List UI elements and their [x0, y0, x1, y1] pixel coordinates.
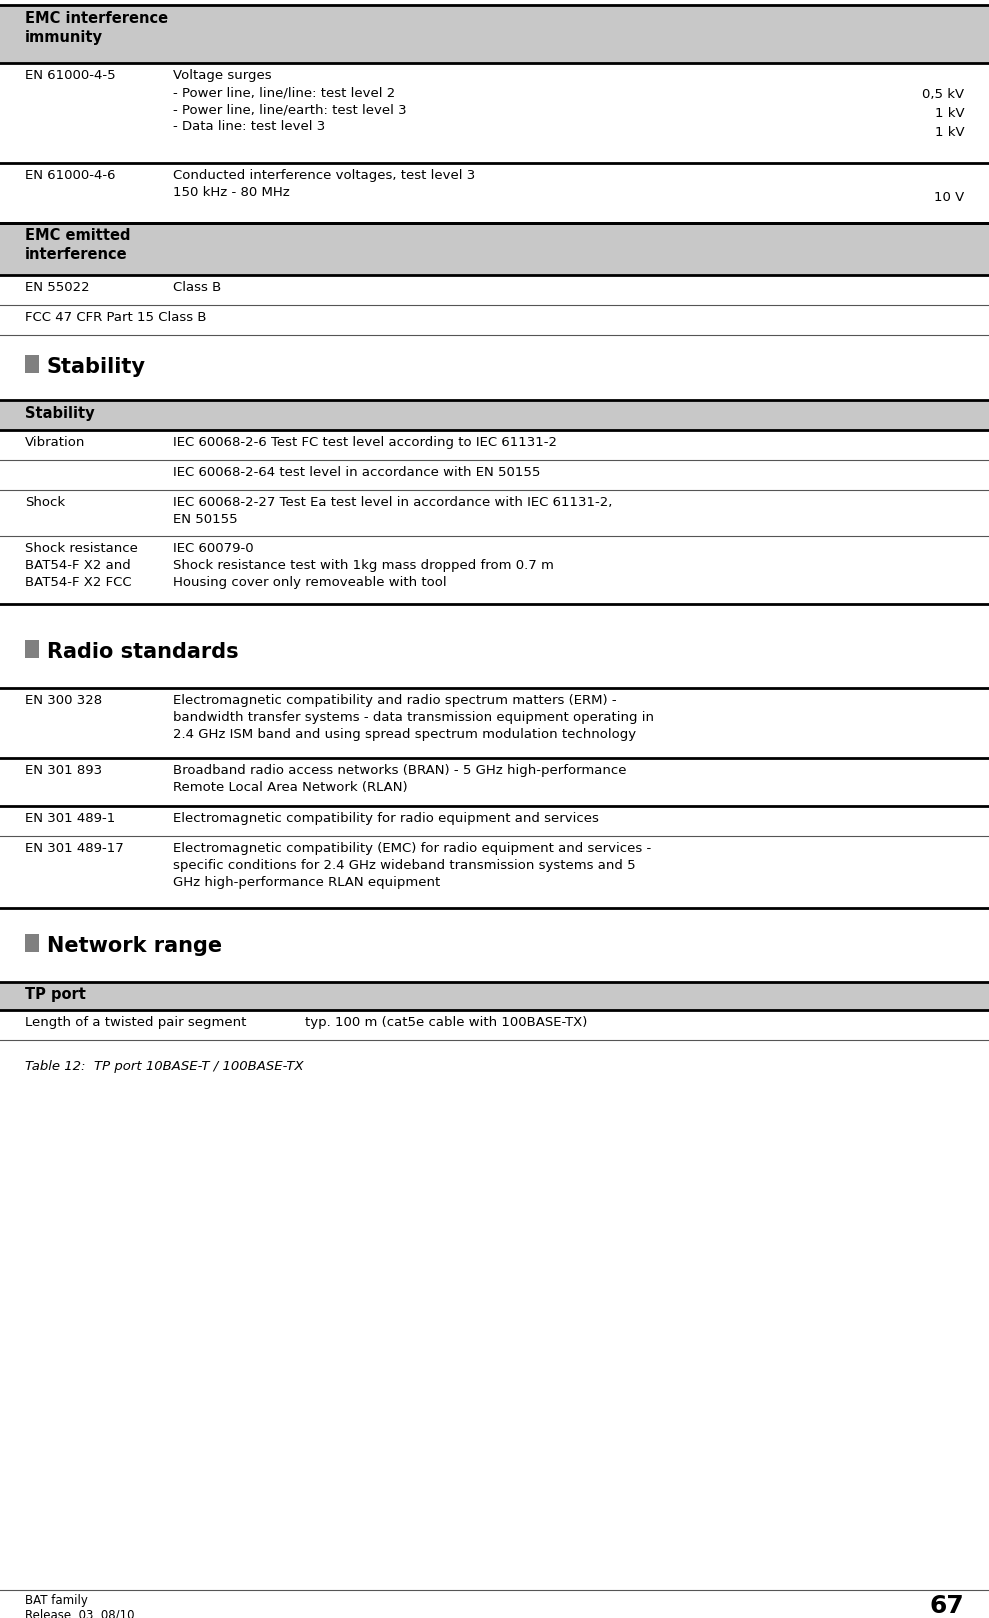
Text: Electromagnetic compatibility for radio equipment and services: Electromagnetic compatibility for radio …: [173, 812, 599, 825]
Text: IEC 60068-2-27 Test Ea test level in accordance with IEC 61131-2,
EN 50155: IEC 60068-2-27 Test Ea test level in acc…: [173, 497, 612, 526]
Text: 1 kV: 1 kV: [935, 126, 964, 139]
Text: EN 300 328: EN 300 328: [25, 694, 102, 707]
Text: Conducted interference voltages, test level 3
150 kHz - 80 MHz: Conducted interference voltages, test le…: [173, 168, 476, 199]
Text: Radio standards: Radio standards: [46, 642, 238, 662]
Text: Class B: Class B: [173, 282, 222, 294]
Bar: [0, 982, 989, 1010]
Bar: [25, 354, 39, 374]
Text: Shock: Shock: [25, 497, 65, 510]
Text: EN 301 893: EN 301 893: [25, 764, 102, 777]
Bar: [25, 934, 39, 951]
Text: EN 55022: EN 55022: [25, 282, 89, 294]
Text: Shock resistance
BAT54-F X2 and
BAT54-F X2 FCC: Shock resistance BAT54-F X2 and BAT54-F …: [25, 542, 137, 589]
Text: IEC 60068-2-6 Test FC test level according to IEC 61131-2: IEC 60068-2-6 Test FC test level accordi…: [173, 435, 557, 450]
Text: Electromagnetic compatibility (EMC) for radio equipment and services -
specific : Electromagnetic compatibility (EMC) for …: [173, 841, 652, 888]
Text: EN 301 489-1: EN 301 489-1: [25, 812, 115, 825]
Text: Voltage surges
- Power line, line/line: test level 2
- Power line, line/earth: t: Voltage surges - Power line, line/line: …: [173, 70, 406, 133]
Text: TP port: TP port: [25, 987, 86, 1002]
Text: IEC 60079-0
Shock resistance test with 1kg mass dropped from 0.7 m
Housing cover: IEC 60079-0 Shock resistance test with 1…: [173, 542, 554, 589]
Text: Stability: Stability: [25, 406, 94, 421]
Text: 0,5 kV: 0,5 kV: [922, 87, 964, 100]
Text: 10 V: 10 V: [934, 191, 964, 204]
Text: Vibration: Vibration: [25, 435, 85, 450]
Text: EMC interference
immunity: EMC interference immunity: [25, 11, 168, 45]
Bar: [25, 641, 39, 659]
Text: Release  03  08/10: Release 03 08/10: [25, 1608, 135, 1618]
Bar: [0, 5, 989, 63]
Text: EN 301 489-17: EN 301 489-17: [25, 841, 124, 854]
Text: Table 12:  TP port 10BASE-T / 100BASE-TX: Table 12: TP port 10BASE-T / 100BASE-TX: [25, 1060, 304, 1073]
Text: Length of a twisted pair segment: Length of a twisted pair segment: [25, 1016, 246, 1029]
Text: Electromagnetic compatibility and radio spectrum matters (ERM) -
bandwidth trans: Electromagnetic compatibility and radio …: [173, 694, 654, 741]
Text: FCC 47 CFR Part 15 Class B: FCC 47 CFR Part 15 Class B: [25, 311, 207, 324]
Text: Broadband radio access networks (BRAN) - 5 GHz high-performance
Remote Local Are: Broadband radio access networks (BRAN) -…: [173, 764, 627, 794]
Text: Network range: Network range: [46, 935, 222, 956]
Text: IEC 60068-2-64 test level in accordance with EN 50155: IEC 60068-2-64 test level in accordance …: [173, 466, 540, 479]
Text: EMC emitted
interference: EMC emitted interference: [25, 228, 131, 262]
Bar: [0, 400, 989, 430]
Text: EN 61000-4-6: EN 61000-4-6: [25, 168, 116, 181]
Text: 67: 67: [930, 1594, 964, 1618]
Text: typ. 100 m (cat5e cable with 100BASE-TX): typ. 100 m (cat5e cable with 100BASE-TX): [305, 1016, 587, 1029]
Text: BAT family: BAT family: [25, 1594, 88, 1607]
Text: EN 61000-4-5: EN 61000-4-5: [25, 70, 116, 83]
Text: 1 kV: 1 kV: [935, 107, 964, 120]
Text: Stability: Stability: [46, 358, 145, 377]
Bar: [0, 223, 989, 275]
